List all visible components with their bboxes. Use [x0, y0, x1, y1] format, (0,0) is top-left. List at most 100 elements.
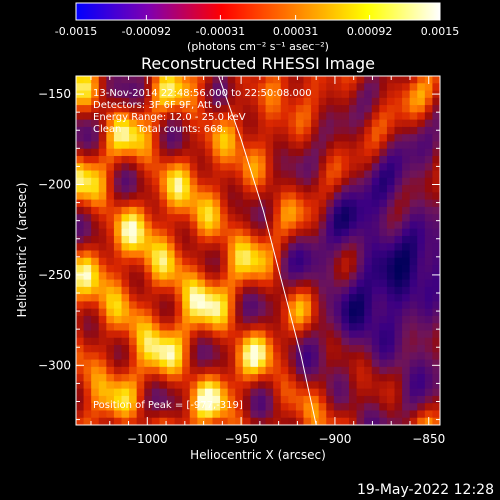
heatmap-cell: [204, 315, 214, 324]
heatmap-cell: [136, 308, 145, 317]
heatmap-cell: [227, 163, 236, 172]
heatmap-cell: [250, 330, 259, 339]
heatmap-cell: [364, 221, 373, 230]
heatmap-cell: [151, 359, 161, 368]
heatmap-cell: [258, 141, 267, 150]
heatmap-cell: [98, 192, 107, 201]
heatmap-cell: [204, 90, 214, 99]
heatmap-cell: [318, 221, 327, 230]
heatmap-cell: [364, 112, 373, 121]
heatmap-cell: [318, 381, 327, 390]
heatmap-cell: [349, 83, 358, 92]
heatmap-cell: [197, 228, 206, 237]
heatmap-cell: [91, 221, 100, 230]
heatmap-cell: [136, 119, 145, 128]
heatmap-cell: [341, 323, 350, 332]
heatmap-cell: [341, 265, 350, 273]
heatmap-cell: [182, 279, 191, 288]
heatmap-cell: [144, 272, 153, 281]
heatmap-cell: [409, 403, 418, 412]
heatmap-cell: [409, 352, 418, 361]
heatmap-cell: [167, 163, 176, 172]
heatmap-cell: [204, 214, 214, 223]
heatmap-cell: [295, 366, 305, 375]
heatmap-cell: [258, 308, 267, 317]
heatmap-cell: [280, 163, 289, 172]
heatmap-cell: [197, 330, 206, 339]
heatmap-cell: [364, 381, 373, 390]
heatmap-cell: [303, 388, 312, 397]
heatmap-cell: [151, 279, 161, 288]
heatmap-cell: [424, 323, 434, 332]
heatmap-cell: [174, 352, 183, 361]
heatmap-cell: [280, 308, 289, 317]
heatmap-cell: [318, 272, 327, 281]
heatmap-cell: [250, 185, 259, 193]
heatmap-cell: [204, 345, 214, 353]
heatmap-cell: [83, 330, 92, 339]
heatmap-cell: [386, 206, 396, 215]
heatmap-cell: [212, 112, 221, 121]
heatmap-cell: [311, 112, 320, 121]
heatmap-cell: [242, 417, 252, 425]
heatmap-cell: [76, 366, 85, 375]
heatmap-cell: [121, 214, 130, 223]
heatmap-cell: [424, 235, 434, 244]
heatmap-cell: [220, 126, 229, 135]
heatmap-cell: [288, 359, 297, 368]
heatmap-cell: [227, 308, 236, 317]
heatmap-cell: [242, 265, 252, 273]
heatmap-cell: [432, 345, 440, 353]
heatmap-cell: [409, 177, 418, 186]
heatmap-cell: [220, 235, 229, 244]
heatmap-cell: [83, 286, 92, 295]
heatmap-cell: [394, 235, 403, 244]
heatmap-cell: [371, 345, 380, 353]
heatmap-cell: [295, 250, 305, 259]
heatmap-cell: [341, 163, 350, 172]
heatmap-cell: [318, 315, 327, 324]
heatmap-cell: [250, 170, 259, 179]
heatmap-cell: [129, 141, 138, 150]
heatmap-cell: [432, 134, 440, 143]
heatmap-cell: [402, 83, 411, 92]
heatmap-cell: [189, 141, 198, 150]
heatmap-cell: [182, 323, 191, 332]
heatmap-cell: [326, 170, 335, 179]
heatmap-cell: [326, 90, 335, 99]
heatmap-cell: [106, 330, 115, 339]
heatmap-cell: [349, 97, 358, 106]
heatmap-cell: [303, 330, 312, 339]
heatmap-cell: [174, 257, 183, 266]
heatmap-cell: [303, 155, 312, 164]
heatmap-cell: [258, 250, 267, 259]
heatmap-cell: [356, 83, 365, 92]
heatmap-cell: [280, 148, 289, 157]
heatmap-cell: [265, 214, 274, 223]
heatmap-cell: [167, 279, 176, 288]
heatmap-cell: [288, 119, 297, 128]
heatmap-cell: [113, 243, 123, 252]
heatmap-cell: [121, 308, 130, 317]
heatmap-cell: [197, 315, 206, 324]
heatmap-cell: [273, 286, 282, 295]
heatmap-cell: [182, 90, 191, 99]
heatmap-cell: [204, 410, 214, 419]
heatmap-cell: [242, 97, 252, 106]
heatmap-cell: [349, 352, 358, 361]
heatmap-cell: [151, 235, 161, 244]
heatmap-cell: [409, 119, 418, 128]
heatmap-cell: [235, 243, 244, 252]
heatmap-cell: [76, 257, 85, 266]
heatmap-cell: [311, 410, 320, 419]
heatmap-cell: [136, 395, 145, 404]
heatmap-cell: [303, 90, 312, 99]
heatmap-cell: [113, 330, 123, 339]
heatmap-cell: [295, 76, 305, 84]
heatmap-cell: [432, 235, 440, 244]
heatmap-cell: [288, 214, 297, 223]
heatmap-cell: [76, 141, 85, 150]
heatmap-cell: [333, 155, 343, 164]
heatmap-cell: [364, 105, 373, 113]
heatmap-cell: [174, 403, 183, 412]
